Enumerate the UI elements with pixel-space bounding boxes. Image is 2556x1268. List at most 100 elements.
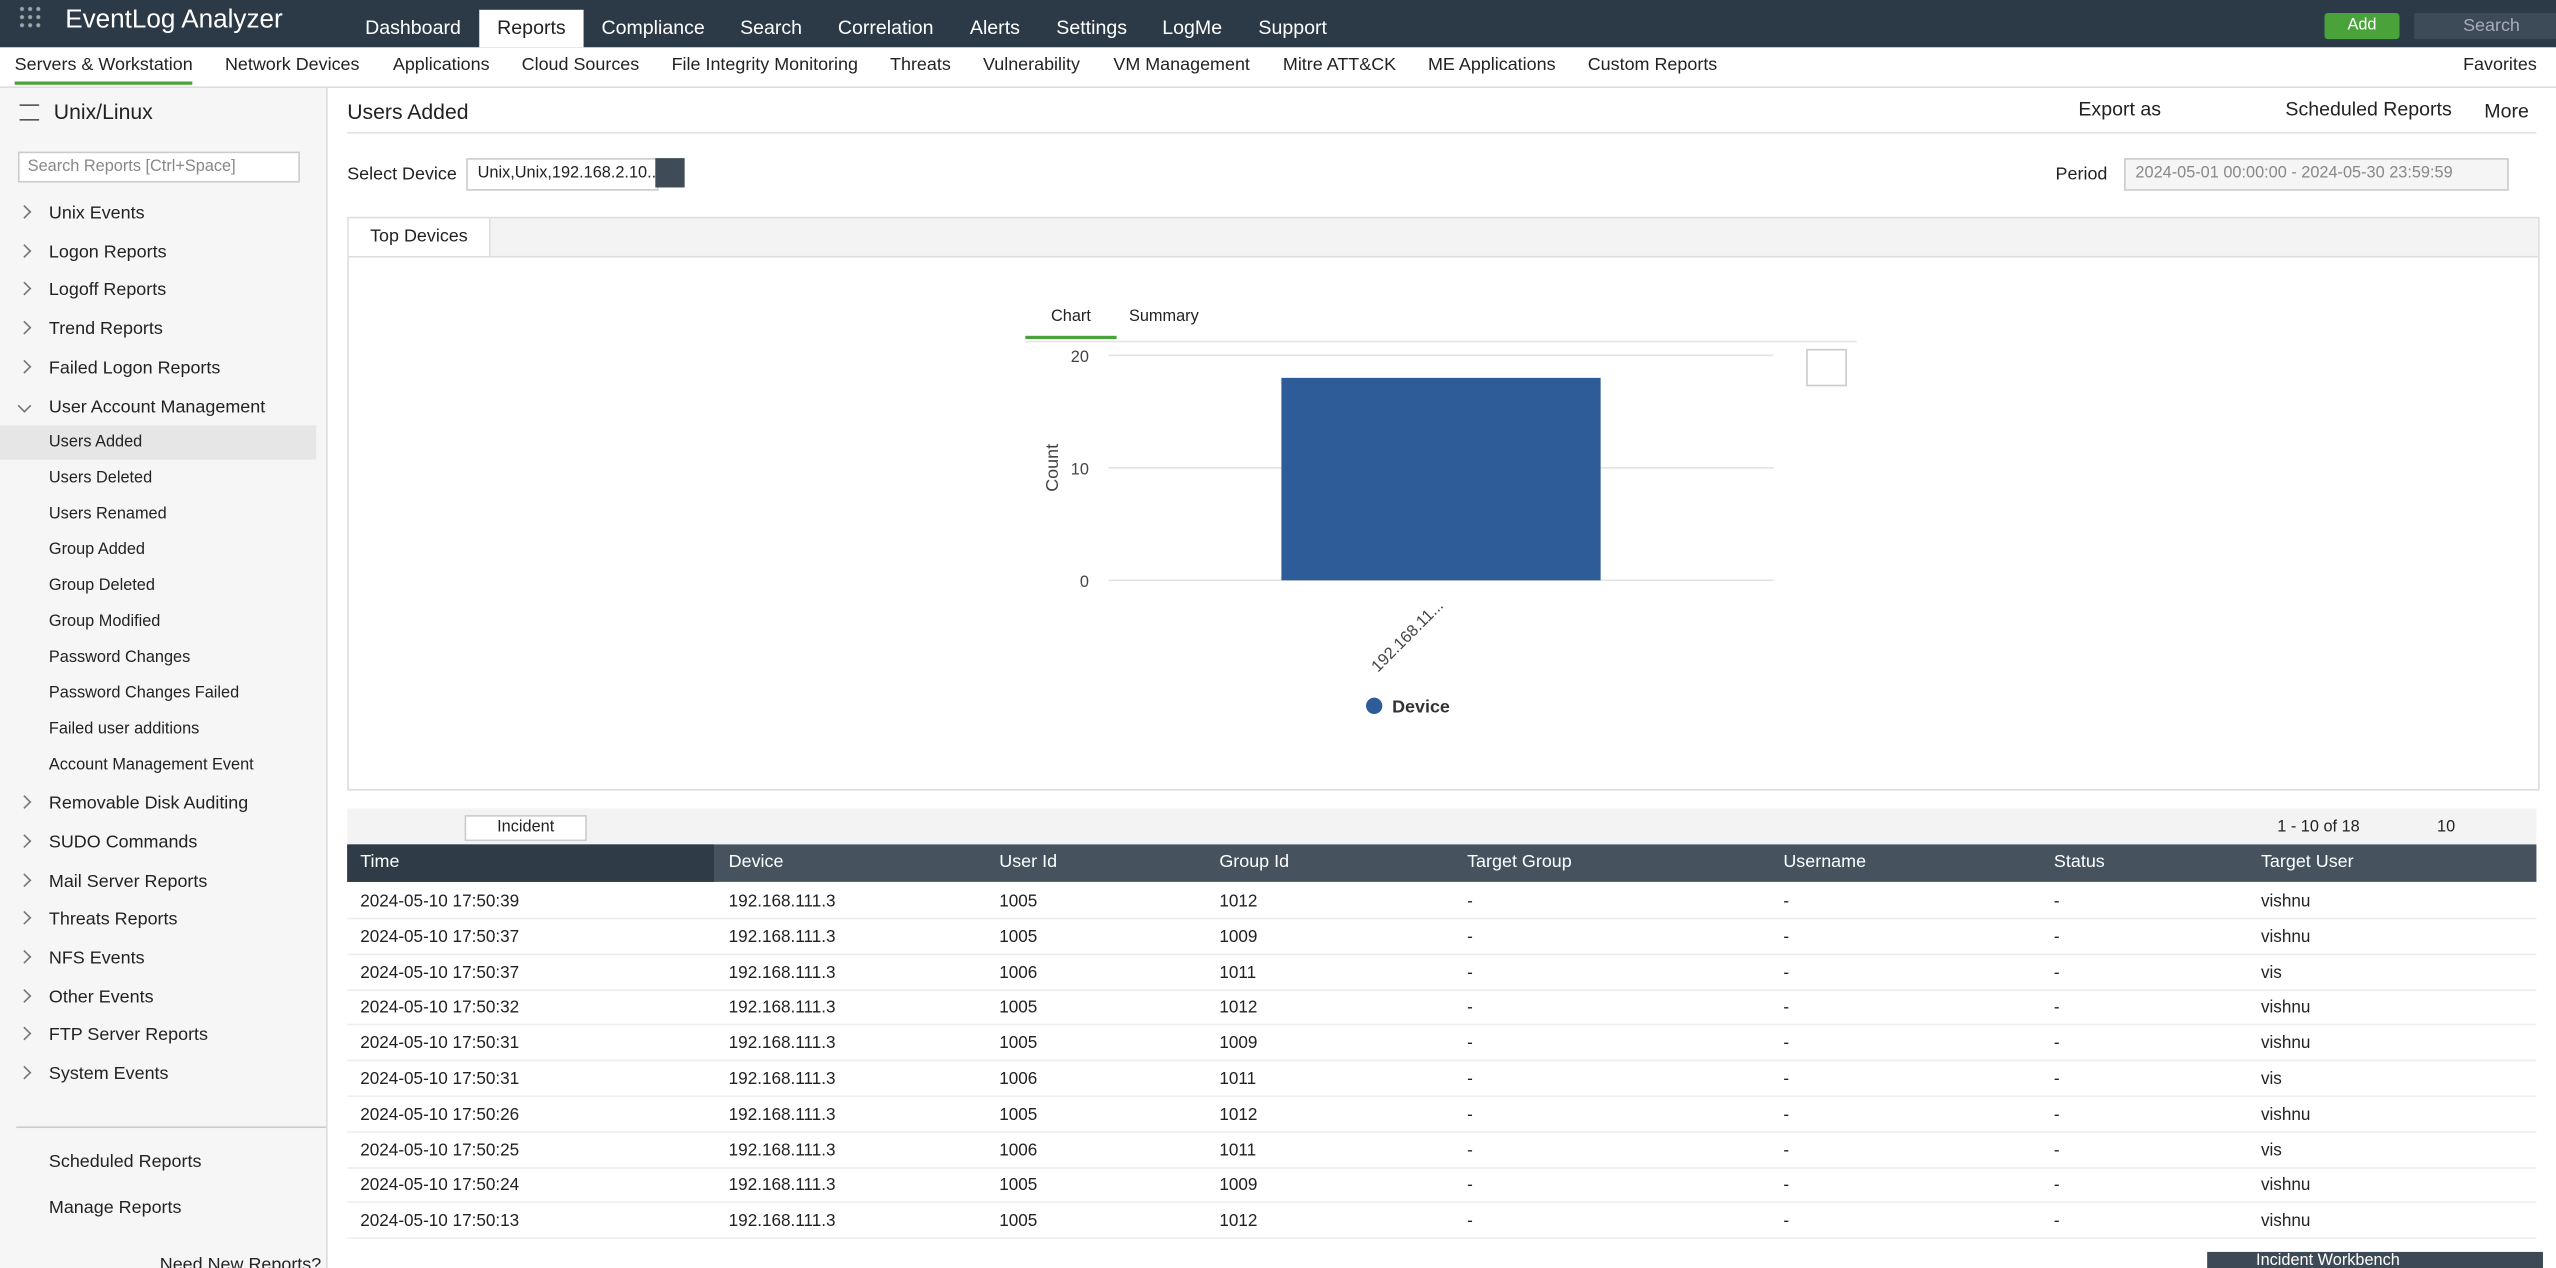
nav-tab[interactable]: Alerts xyxy=(969,16,1020,40)
subnav-item[interactable]: Custom Reports xyxy=(1587,55,1718,75)
nav-tab[interactable]: LogMe xyxy=(1162,16,1223,40)
table-cell: 192.168.111.3 xyxy=(728,891,836,912)
column-header[interactable]: Username xyxy=(1783,852,1867,873)
subnav-item[interactable]: Network Devices xyxy=(224,55,360,75)
sidebar-search[interactable]: Search Reports [Ctrl+Space] xyxy=(17,151,300,183)
subnav-item[interactable]: VM Management xyxy=(1113,55,1250,75)
sidebar-link[interactable]: Need New Reports? xyxy=(159,1255,322,1268)
table-cell: - xyxy=(2053,1033,2060,1054)
favorites[interactable]: Favorites xyxy=(2463,55,2537,75)
report-group[interactable]: Logon Reports xyxy=(48,242,167,262)
table-cell: 1005 xyxy=(999,1175,1038,1196)
report-group[interactable]: Mail Server Reports xyxy=(48,871,208,892)
subnav-item[interactable]: Vulnerability xyxy=(982,55,1080,75)
table-cell: 1006 xyxy=(999,962,1038,983)
more-button[interactable]: More xyxy=(2484,99,2529,123)
report-group[interactable]: Unix Events xyxy=(48,203,145,224)
table-cell: 1005 xyxy=(999,1211,1038,1232)
column-header[interactable]: User Id xyxy=(999,852,1058,873)
subnav-item[interactable]: File Integrity Monitoring xyxy=(671,55,858,75)
column-header[interactable]: Device xyxy=(728,852,784,873)
table-toolbar xyxy=(347,808,2537,845)
app-menu-icon[interactable] xyxy=(17,4,41,28)
table-cell: 1006 xyxy=(999,1140,1038,1160)
report-group[interactable]: NFS Events xyxy=(48,948,145,969)
add-device[interactable] xyxy=(655,158,685,188)
report-group[interactable]: FTP Server Reports xyxy=(48,1025,209,1046)
subnav-item[interactable]: Applications xyxy=(392,55,490,75)
panel-tab[interactable]: Top Devices xyxy=(348,218,491,256)
subnav-item[interactable]: ME Applications xyxy=(1427,55,1556,75)
table-cell: - xyxy=(2053,1211,2060,1232)
column-header[interactable]: Target User xyxy=(2260,852,2354,873)
table-cell: vishnu xyxy=(2260,1104,2311,1125)
page-size[interactable]: 10 xyxy=(2436,818,2456,837)
report-item[interactable]: Failed user additions xyxy=(48,720,200,739)
bar xyxy=(1281,377,1601,581)
nav-tab[interactable]: Search xyxy=(740,16,803,40)
report-group[interactable]: Removable Disk Auditing xyxy=(48,794,249,814)
report-item[interactable]: Password Changes xyxy=(48,649,191,668)
global-search[interactable]: Search xyxy=(2414,13,2556,40)
chart-menu[interactable] xyxy=(1806,348,1847,387)
report-group[interactable]: SUDO Commands xyxy=(48,832,198,853)
scheduled-reports[interactable]: Scheduled Reports xyxy=(2285,97,2452,121)
report-group[interactable]: Trend Reports xyxy=(48,319,163,340)
nav-tab[interactable]: Reports xyxy=(479,9,584,48)
table-cell: - xyxy=(1783,1033,1790,1054)
subnav-item[interactable]: Threats xyxy=(890,55,951,75)
nav-tab[interactable]: Settings xyxy=(1056,16,1127,40)
sidebar-link[interactable]: Manage Reports xyxy=(48,1198,182,1218)
nav-tab[interactable]: Correlation xyxy=(837,16,934,40)
nav-tab[interactable]: Dashboard xyxy=(365,16,461,40)
table-cell: - xyxy=(2053,1104,2060,1125)
column-header[interactable]: Group Id xyxy=(1219,852,1290,873)
period-input[interactable]: 2024-05-01 00:00:00 - 2024-05-30 23:59:5… xyxy=(2124,158,2509,191)
pager: 1 - 10 of 18 xyxy=(2277,818,2360,837)
report-item[interactable]: Group Deleted xyxy=(48,577,155,596)
table-cell: 1011 xyxy=(1219,1140,1257,1160)
report-item[interactable]: Group Modified xyxy=(48,613,161,632)
column-header[interactable]: Target Group xyxy=(1467,852,1572,873)
nav-tab[interactable]: Support xyxy=(1258,16,1327,40)
report-item[interactable]: Users Deleted xyxy=(48,469,153,488)
column-header[interactable]: Time xyxy=(360,852,400,873)
subnav-item[interactable]: Cloud Sources xyxy=(521,55,640,75)
add-button[interactable]: Add xyxy=(2324,13,2400,40)
incident-button[interactable]: Incident xyxy=(464,815,587,842)
report-group[interactable]: Failed Logon Reports xyxy=(48,358,221,378)
chart-tab[interactable]: Chart xyxy=(1025,308,1117,340)
y-tick-label: 20 xyxy=(1071,348,1089,366)
column-header[interactable]: Status xyxy=(2053,852,2105,873)
table-row xyxy=(347,919,2537,955)
table-cell: - xyxy=(2053,927,2060,947)
device-select[interactable]: Unix,Unix,192.168.2.10... xyxy=(466,158,659,191)
report-group[interactable]: Threats Reports xyxy=(48,910,178,930)
table-cell: 192.168.111.3 xyxy=(728,927,836,947)
chart-tab[interactable]: Summary xyxy=(1128,308,1199,327)
sidebar-separator xyxy=(16,1126,327,1129)
nav-tab[interactable]: Compliance xyxy=(601,16,705,40)
export-button[interactable]: Export as xyxy=(2078,97,2162,121)
workbench[interactable]: Incident Workbench xyxy=(2207,1251,2543,1268)
report-group[interactable]: Logoff Reports xyxy=(48,281,167,301)
table-cell: 1005 xyxy=(999,998,1038,1018)
table-cell: 192.168.111.3 xyxy=(728,1211,836,1232)
report-item[interactable]: Group Added xyxy=(48,541,145,560)
report-item[interactable]: Password Changes Failed xyxy=(48,684,240,703)
report-item[interactable]: Account Management Event xyxy=(48,756,254,775)
table-cell: 2024-05-10 17:50:31 xyxy=(360,1033,520,1054)
table-cell: 2024-05-10 17:50:37 xyxy=(360,927,520,947)
subnav-item[interactable]: Mitre ATT&CK xyxy=(1282,55,1397,75)
sidebar-link[interactable]: Scheduled Reports xyxy=(48,1152,202,1173)
report-group[interactable]: System Events xyxy=(48,1064,169,1085)
table-row xyxy=(347,990,2537,1026)
report-group[interactable]: Other Events xyxy=(48,987,154,1007)
report-group[interactable]: User Account Management xyxy=(48,396,266,417)
report-item[interactable]: Users Added xyxy=(0,425,317,460)
table-row xyxy=(347,1097,2537,1133)
subnav-item[interactable]: Servers & Workstation xyxy=(14,55,193,85)
sidebar-toggle[interactable] xyxy=(19,104,40,121)
table-cell: 1012 xyxy=(1219,998,1258,1018)
report-item[interactable]: Users Renamed xyxy=(48,505,167,524)
